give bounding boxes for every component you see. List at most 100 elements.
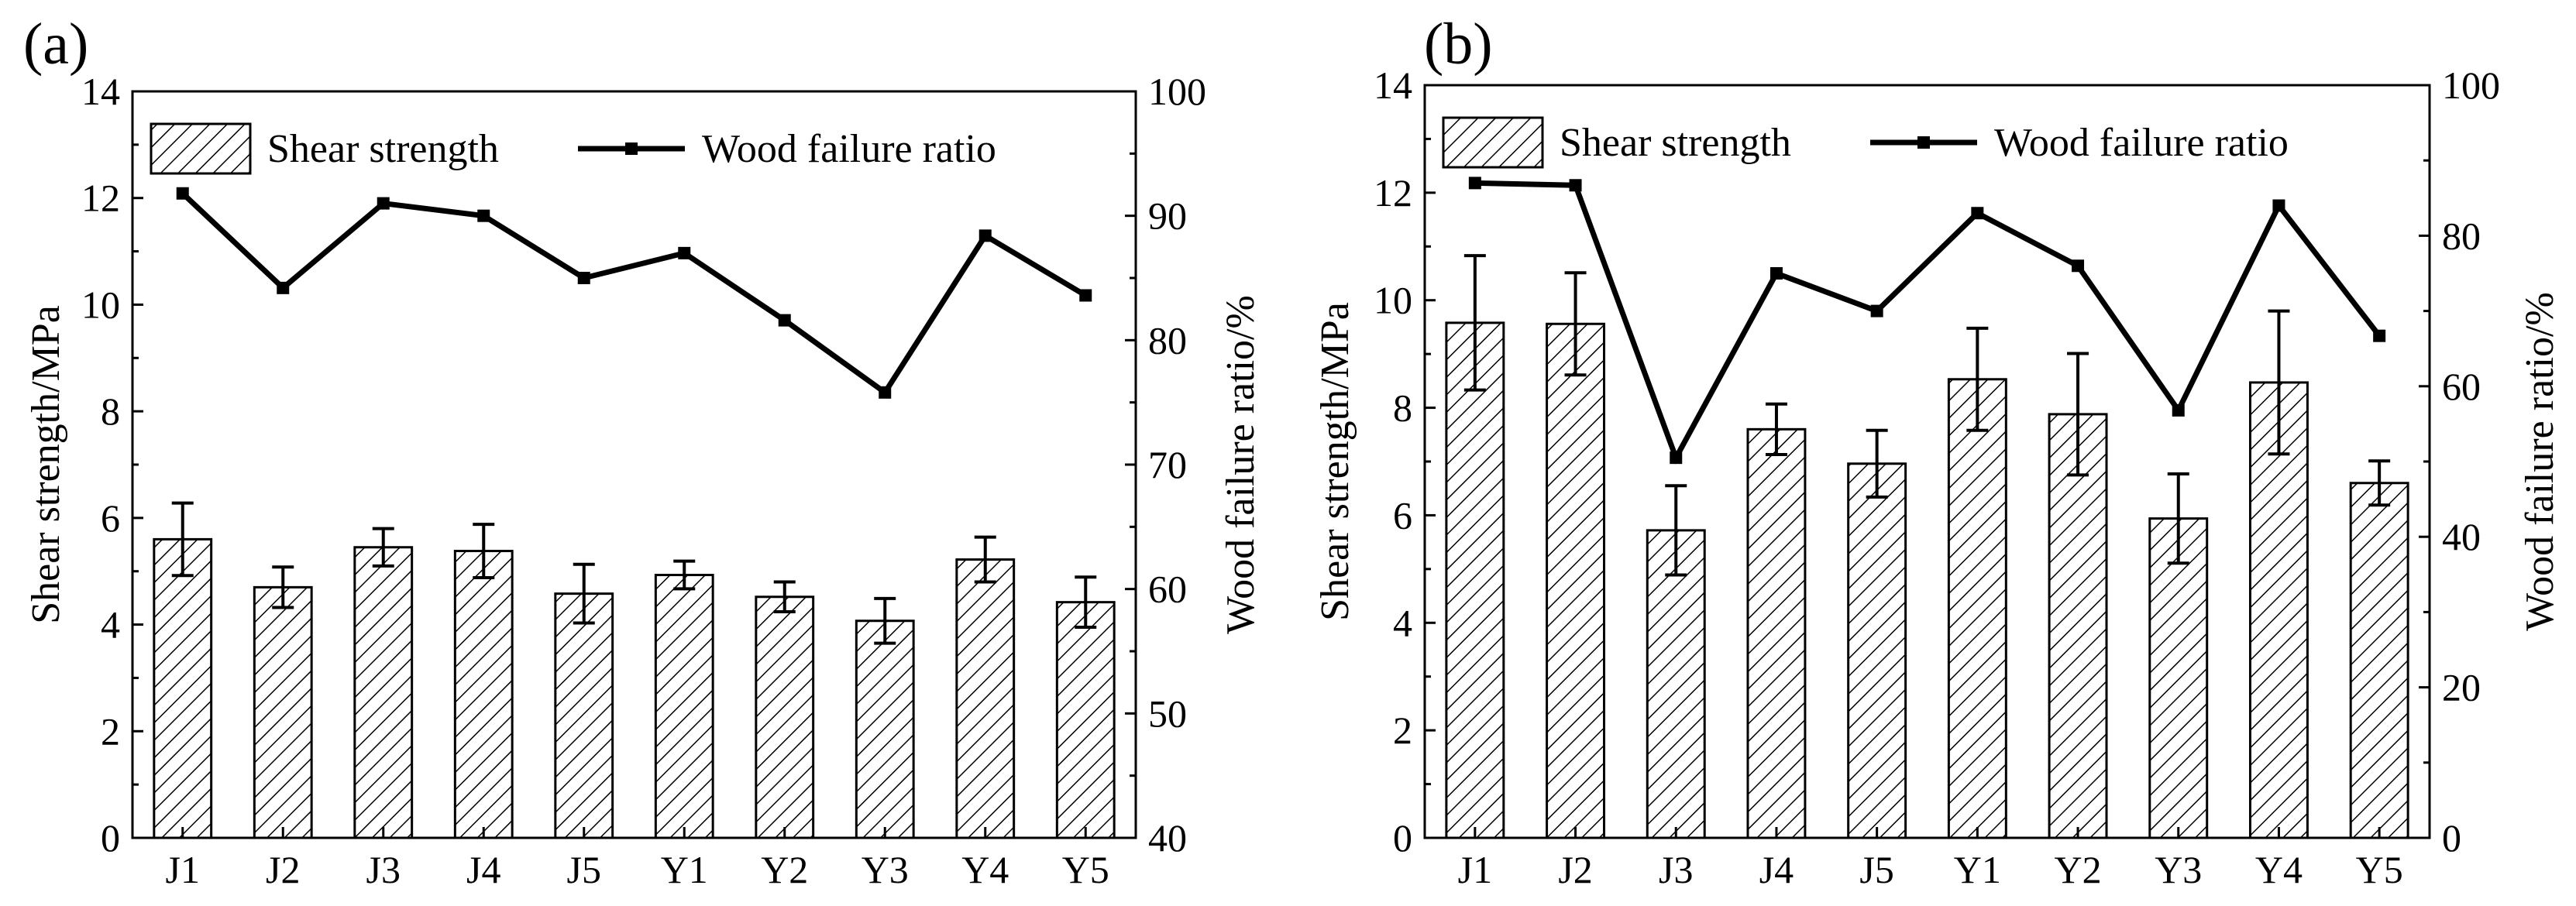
y2-tick-label: 60 (1148, 568, 1187, 611)
bar-y5 (1055, 601, 1116, 839)
line-point-y5 (2373, 329, 2386, 342)
x-tick-label: Y1 (1954, 848, 2001, 891)
error-bar-j5 (573, 562, 595, 625)
bar-y4 (955, 558, 1016, 839)
y-axis-title: Shear strength/MPa (1313, 302, 1357, 621)
line-point-j2 (277, 281, 290, 294)
error-bar-y1 (673, 559, 696, 591)
line-wood-failure-ratio (1474, 180, 2382, 465)
y2-tick-label: 50 (1148, 692, 1187, 735)
y2-tick-label: 100 (1148, 70, 1206, 113)
bar-j1 (1445, 321, 1505, 839)
y-tick-label: 12 (1374, 171, 1412, 214)
error-bar-y1 (1966, 326, 1989, 432)
y2-tick-label: 40 (1148, 816, 1187, 860)
line-point-j1 (176, 187, 189, 200)
line-point-y1 (1971, 207, 1984, 220)
error-bar-y2 (2067, 352, 2089, 477)
bar-y1 (654, 574, 714, 839)
line-point-y3 (2172, 403, 2185, 417)
bar-y5 (2349, 482, 2409, 839)
y2-tick-label: 90 (1148, 194, 1187, 238)
y2-tick-label: 80 (2442, 214, 2481, 257)
error-bar-j4 (473, 523, 495, 579)
line-point-y4 (978, 229, 992, 242)
x-tick-label: J2 (266, 848, 300, 891)
x-tick-label: J5 (567, 848, 601, 891)
x-tick-label: J5 (1859, 848, 1893, 891)
bar-j3 (353, 546, 414, 839)
line-point-j5 (1870, 304, 1883, 317)
x-tick-label: J3 (366, 848, 401, 891)
legend-label-shear-strength: Shear strength (267, 127, 499, 171)
error-bar-y4 (2268, 309, 2290, 456)
error-bar-y5 (2368, 459, 2391, 507)
x-tick-label: Y1 (661, 848, 708, 891)
error-bar-j3 (372, 527, 394, 568)
error-bar-y3 (874, 596, 896, 645)
x-tick-label: J3 (1659, 848, 1693, 891)
x-tick-label: J2 (1558, 848, 1592, 891)
error-bar-j2 (272, 565, 294, 609)
error-bar-j4 (1765, 402, 1787, 456)
legend: Shear strength Wood failure ratio (1442, 116, 2289, 169)
y-tick-label: 14 (81, 70, 120, 113)
error-bar-y3 (2167, 472, 2189, 565)
y-tick-label: 2 (101, 709, 120, 753)
y2-tick-label: 0 (2442, 816, 2461, 860)
y-tick-label: 0 (101, 816, 120, 860)
y-tick-label: 10 (1374, 279, 1412, 322)
x-tick-label: Y2 (761, 848, 808, 891)
y-tick-label: 10 (81, 283, 120, 326)
y2-tick-label: 20 (2442, 666, 2481, 709)
legend-swatch-shear-strength (1442, 116, 1544, 169)
legend-label-wood-failure-ratio: Wood failure ratio (1994, 121, 2289, 165)
line-point-j4 (1769, 267, 1783, 280)
x-tick-label: Y4 (2255, 848, 2303, 891)
y2-axis-title: Wood failure ratio/% (1219, 295, 1263, 634)
bar-j5 (1847, 462, 1907, 839)
line-point-y5 (1079, 289, 1092, 302)
line-point-j3 (1670, 451, 1683, 465)
x-tick-label: Y3 (2155, 848, 2202, 891)
legend: Shear strength Wood failure ratio (150, 122, 996, 175)
y-tick-label: 6 (101, 496, 120, 540)
bar-y3 (855, 619, 915, 839)
x-tick-label: Y2 (2054, 848, 2101, 891)
legend-marker-wood-failure-ratio (1917, 136, 1930, 149)
y-tick-label: 4 (1393, 601, 1412, 644)
x-tick-label: Y5 (2356, 848, 2403, 891)
line-point-j2 (1569, 179, 1582, 192)
bar-y3 (2148, 517, 2209, 839)
error-bar-j1 (171, 501, 194, 578)
bar-j3 (1646, 529, 1706, 839)
panel-label: (b) (1424, 12, 1493, 77)
bar-j5 (554, 592, 614, 839)
y2-tick-label: 60 (2442, 365, 2481, 408)
y2-tick-label: 100 (2442, 63, 2500, 107)
x-tick-label: Y5 (1062, 848, 1109, 891)
y2-tick-label: 40 (2442, 515, 2481, 558)
line-point-j3 (377, 197, 390, 210)
legend-label-shear-strength: Shear strength (1560, 121, 1791, 165)
legend-label-wood-failure-ratio: Wood failure ratio (702, 127, 996, 171)
error-bar-j1 (1463, 254, 1486, 392)
y-tick-label: 0 (1393, 816, 1412, 860)
line-point-j1 (1468, 177, 1481, 190)
y-tick-label: 2 (1393, 709, 1412, 752)
error-bar-y2 (773, 580, 796, 614)
line-point-y1 (678, 246, 691, 259)
error-bar-y4 (974, 535, 996, 584)
x-tick-label: Y4 (961, 848, 1009, 891)
line-point-j5 (577, 272, 590, 284)
y2-axis-title: Wood failure ratio/% (2518, 292, 2562, 631)
legend-marker-wood-failure-ratio (625, 142, 638, 155)
panel-label: (a) (23, 12, 88, 77)
y-tick-label: 14 (1374, 63, 1412, 107)
y-tick-label: 4 (101, 603, 120, 647)
line-point-y4 (2272, 199, 2285, 212)
error-bar-y5 (1075, 575, 1097, 630)
line-wood-failure-ratio (181, 191, 1088, 396)
y-tick-label: 8 (1393, 386, 1412, 430)
